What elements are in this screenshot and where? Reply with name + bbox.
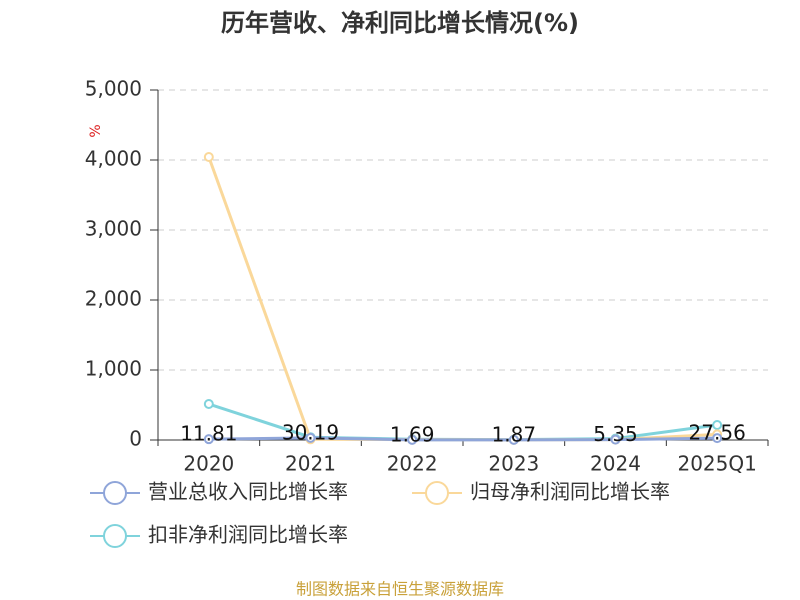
data-label: 11.81 <box>180 422 237 446</box>
y-tick-label: 1,000 <box>85 357 142 381</box>
data-label: 27.56 <box>689 421 746 445</box>
data-point <box>712 433 723 444</box>
data-point <box>407 434 418 445</box>
data-label: 1.69 <box>390 422 435 446</box>
data-point <box>508 434 519 445</box>
y-tick-label: 2,000 <box>85 287 142 311</box>
x-tick-label: 2020 <box>183 452 234 476</box>
data-point <box>610 434 621 445</box>
x-tick-label: 2025Q1 <box>677 452 756 476</box>
data-point <box>203 399 214 410</box>
data-point <box>712 420 723 431</box>
data-label: 30.19 <box>282 420 339 444</box>
legend-marker <box>425 481 449 505</box>
legend-label: 扣非净利润同比增长率 <box>148 523 348 547</box>
x-tick-label: 2022 <box>387 452 438 476</box>
source-note: 制图数据来自恒生聚源数据库 <box>296 580 504 599</box>
y-unit: % <box>88 124 104 137</box>
x-tick-label: 2024 <box>590 452 641 476</box>
data-point <box>203 151 214 162</box>
x-tick-label: 2023 <box>488 452 539 476</box>
data-label: 1.87 <box>492 422 537 446</box>
legend-marker <box>103 524 127 548</box>
y-tick-label: 4,000 <box>85 147 142 171</box>
y-tick-label: 3,000 <box>85 217 142 241</box>
legend-label: 归母净利润同比增长率 <box>470 480 670 504</box>
chart-title: 历年营收、净利同比增长情况(%) <box>221 9 579 37</box>
series-line <box>208 436 718 442</box>
legend-label: 营业总收入同比增长率 <box>148 480 348 504</box>
legend-marker <box>103 481 127 505</box>
data-point <box>305 432 316 443</box>
x-tick-label: 2021 <box>285 452 336 476</box>
y-tick-label: 5,000 <box>85 77 142 101</box>
series-line <box>207 156 718 442</box>
y-tick-label: 0 <box>129 427 142 451</box>
data-label: 5.35 <box>593 422 638 446</box>
data-point <box>203 434 214 445</box>
